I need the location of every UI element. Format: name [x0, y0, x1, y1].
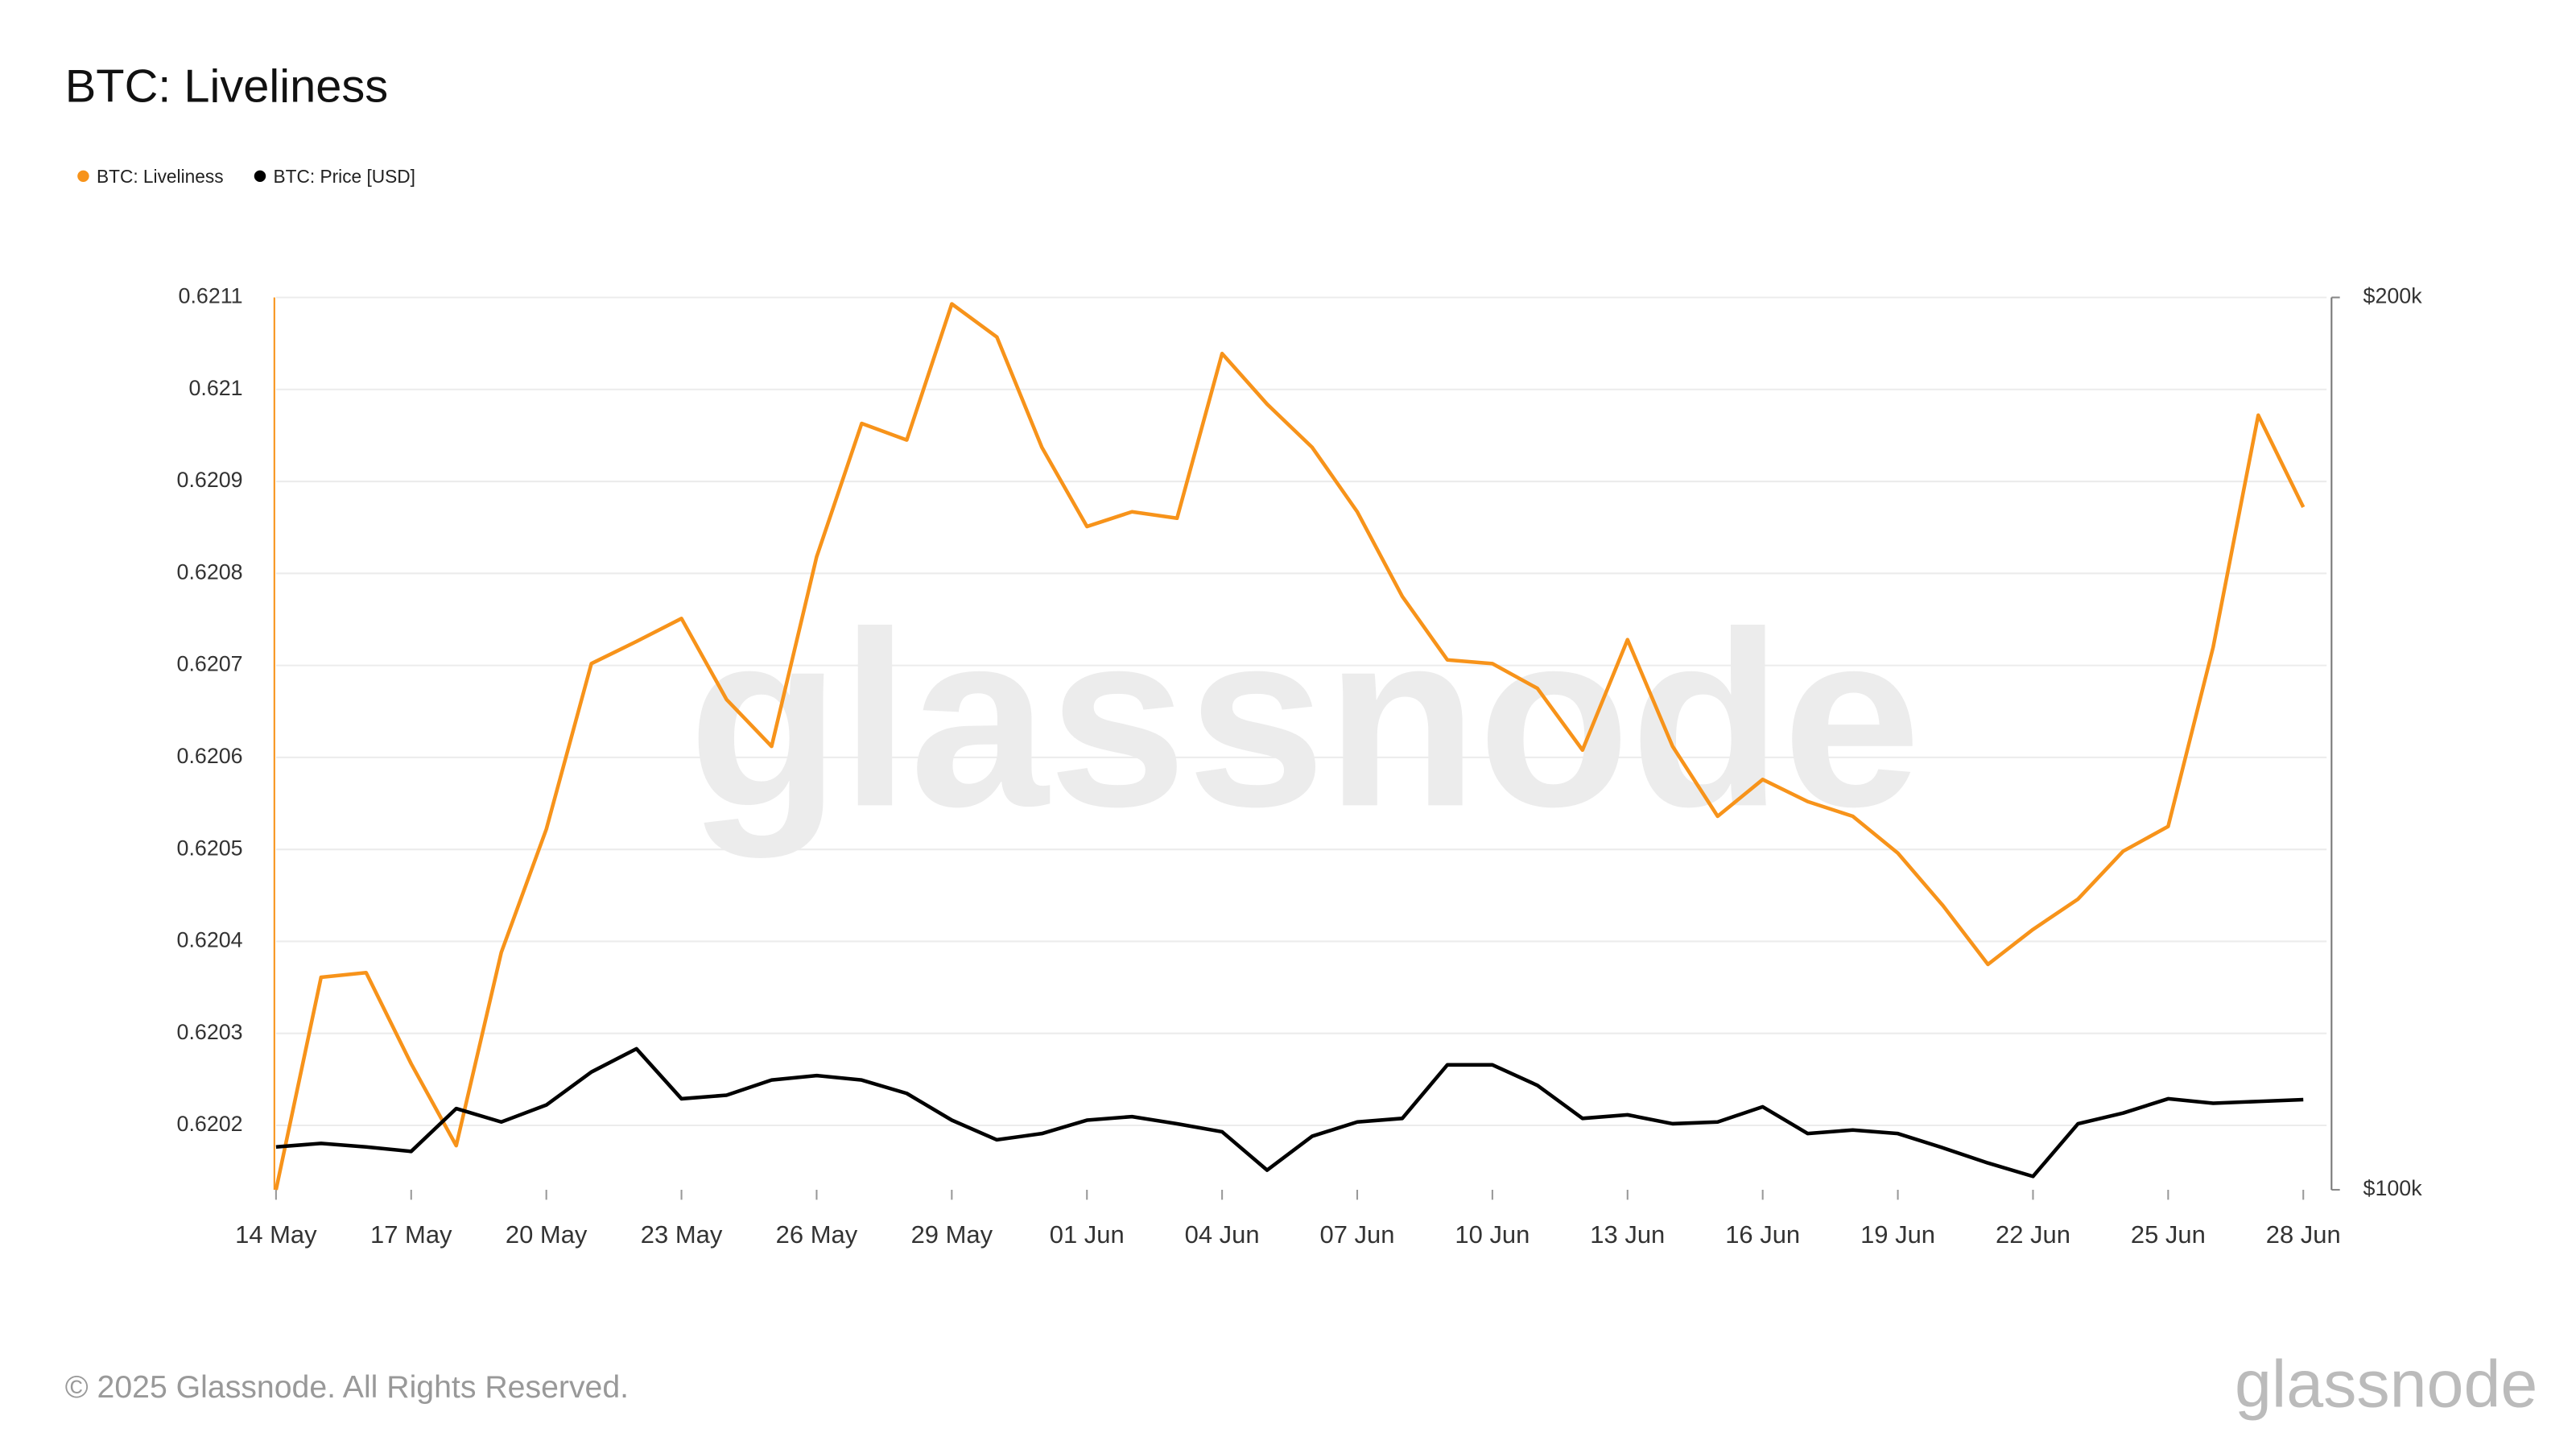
y-tick-label: 0.6203 — [177, 1020, 243, 1044]
x-tick-label: 23 May — [641, 1220, 723, 1249]
x-tick-label: 29 May — [911, 1220, 993, 1249]
chart-title: BTC: Liveliness — [65, 61, 388, 113]
x-tick-label: 26 May — [776, 1220, 858, 1249]
x-tick-label: 07 Jun — [1320, 1220, 1395, 1249]
y-tick-label: 0.6207 — [177, 652, 243, 676]
series-line — [275, 1046, 2304, 1179]
x-tick-label: 10 Jun — [1455, 1220, 1530, 1249]
y-tick-label: 0.621 — [188, 376, 242, 400]
x-tick-label: 16 Jun — [1725, 1220, 1800, 1249]
y2-tick-label: $100k — [2363, 1176, 2423, 1200]
y-tick-label: 0.6206 — [177, 744, 243, 768]
legend-label: BTC: Price [USD] — [273, 166, 415, 187]
logo: glassnode — [2235, 1348, 2537, 1422]
series-line — [274, 302, 2306, 1191]
y-tick-label: 0.6202 — [177, 1112, 243, 1136]
x-tick-label: 25 Jun — [2131, 1220, 2206, 1249]
y-tick-label: 0.6204 — [177, 928, 243, 952]
x-tick-label: 17 May — [370, 1220, 452, 1249]
y-tick-label: 0.6211 — [179, 284, 243, 308]
x-tick-label: 01 Jun — [1050, 1220, 1125, 1249]
x-tick-label: 14 May — [235, 1220, 317, 1249]
x-tick-label: 28 Jun — [2266, 1220, 2341, 1249]
y-tick-label: 0.6208 — [177, 559, 243, 584]
watermark: glassnode — [688, 580, 1921, 860]
y-tick-label: 0.6209 — [177, 468, 243, 492]
x-tick-label: 13 Jun — [1590, 1220, 1665, 1249]
legend-label: BTC: Liveliness — [97, 166, 224, 187]
footer: © 2025 Glassnode. All Rights Reserved. — [65, 1369, 629, 1405]
y-tick-label: 0.6205 — [177, 836, 243, 860]
x-tick-label: 20 May — [506, 1220, 588, 1249]
x-tick-label: 22 Jun — [1996, 1220, 2070, 1249]
x-tick-label: 04 Jun — [1185, 1220, 1260, 1249]
legend-marker — [254, 170, 266, 183]
y2-tick-label: $200k — [2363, 284, 2423, 308]
legend-marker — [77, 170, 89, 183]
x-tick-label: 19 Jun — [1860, 1220, 1935, 1249]
